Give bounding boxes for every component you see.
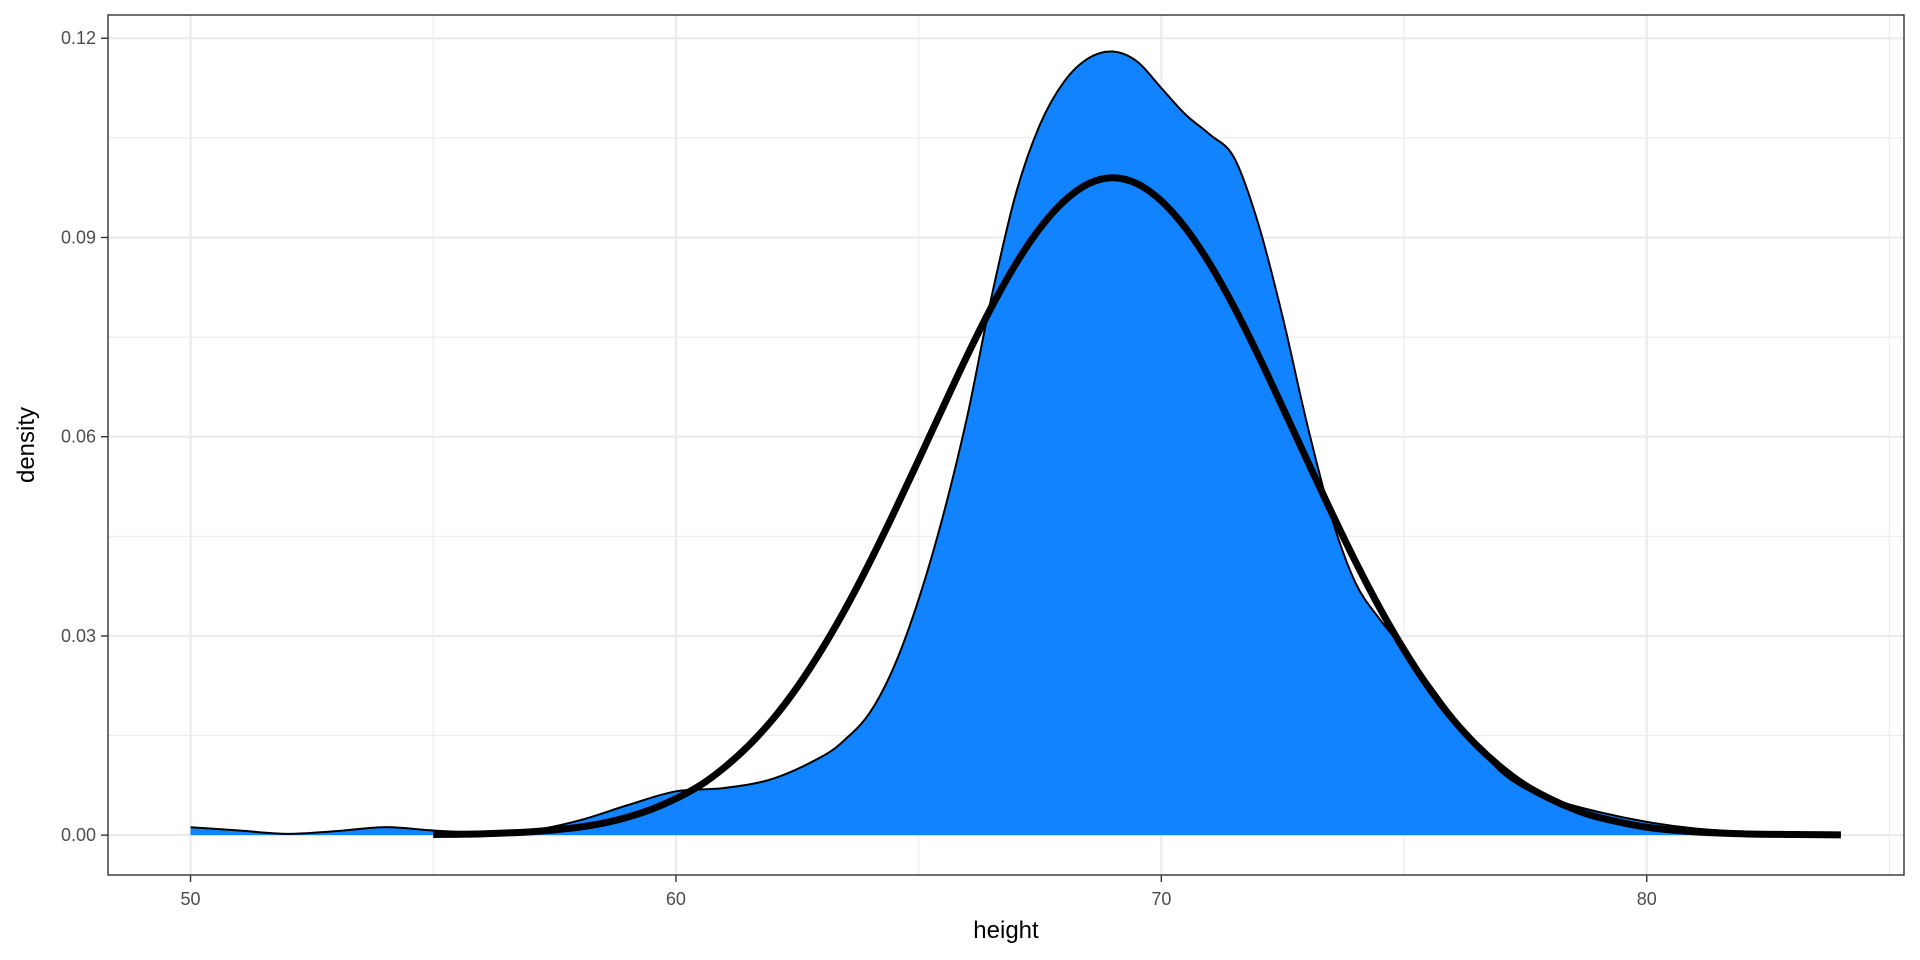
- panel-border: [107, 14, 1905, 876]
- y-tick-label: 0.03: [61, 626, 96, 646]
- density-area: [190, 51, 1841, 836]
- x-axis: 50 60 70 80: [181, 875, 1657, 909]
- x-tick-label: 50: [181, 889, 201, 909]
- y-axis: 0.00 0.03 0.06 0.09 0.12: [61, 28, 108, 845]
- x-tick-label: 80: [1637, 889, 1657, 909]
- x-tick-label: 60: [666, 889, 686, 909]
- x-axis-title: height: [973, 917, 1039, 944]
- y-tick-label: 0.06: [61, 427, 96, 447]
- y-tick-label: 0.09: [61, 227, 96, 247]
- plot-marks: [190, 50, 1841, 839]
- y-tick-label: 0.00: [61, 825, 96, 845]
- x-tick-label: 70: [1151, 889, 1171, 909]
- y-tick-label: 0.12: [61, 28, 96, 48]
- y-axis-title: density: [13, 407, 40, 483]
- normal-curve-line: [433, 174, 1841, 839]
